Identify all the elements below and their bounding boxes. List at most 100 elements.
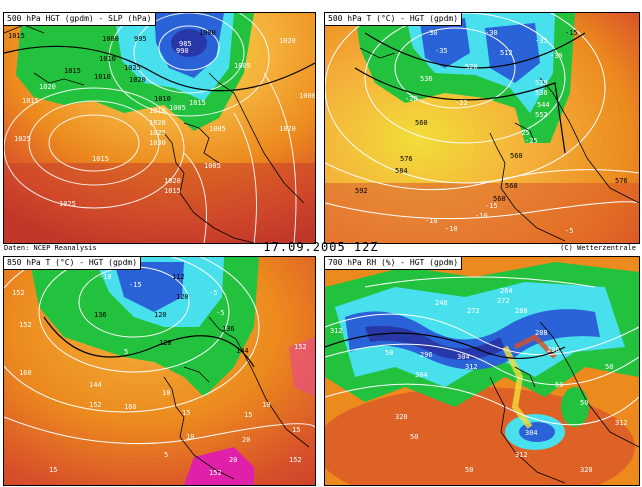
panel-t500: -30 -35 -30 -35 -30 -15 536 512 520 528 …: [324, 12, 640, 244]
t500-label: -35: [535, 37, 548, 45]
rh700-label: 50: [410, 433, 418, 441]
t500-label: -10: [425, 217, 438, 225]
coastlines: [163, 316, 310, 480]
t500-label: 536: [420, 75, 433, 83]
t850-label: 152: [294, 343, 307, 351]
t850-label: 144: [89, 381, 102, 389]
t500-map: -30 -35 -30 -35 -30 -15 536 512 520 528 …: [325, 13, 639, 243]
t850-label: 15: [182, 409, 190, 417]
t850-label: 15: [292, 426, 300, 434]
slp-label: 1015: [22, 97, 39, 105]
rh700-label: 50: [580, 399, 588, 407]
t850-label: 120: [154, 311, 167, 319]
t500-label: -15: [565, 29, 578, 37]
low-core: [171, 29, 207, 57]
slp-label: 1000: [102, 35, 119, 43]
rh700-label: 248: [435, 299, 448, 307]
rh700-label: 296: [547, 346, 560, 354]
slp-label: 1015: [92, 155, 109, 163]
t850-label: 20: [229, 456, 237, 464]
t500-label: -10: [445, 225, 458, 233]
t500-label: 576: [400, 155, 413, 163]
t850-label: 152: [209, 469, 222, 477]
warm-belt: [4, 163, 315, 243]
slp-label: 1005: [234, 62, 251, 70]
t500-label: 512: [500, 49, 513, 57]
slp-map: 1015 1000 995 985 1000 1010 1015 1020 10…: [4, 13, 315, 243]
t500-label: -35: [435, 47, 448, 55]
isohypse-bold: [325, 332, 566, 359]
t500-label: 576: [615, 177, 628, 185]
t500-label: -5: [565, 227, 573, 235]
slp-label: 1015: [64, 67, 81, 75]
t850-label: 5: [124, 348, 128, 356]
slp-label: 1000: [199, 29, 216, 37]
slp-label: 1015: [8, 32, 25, 40]
t500-label: 520: [465, 63, 478, 71]
warm-magenta: [184, 447, 254, 485]
t500-label: 584: [395, 167, 408, 175]
slp-label: 1025: [59, 200, 76, 208]
rh700-label: 264: [500, 287, 513, 295]
t850-label: 136: [94, 311, 107, 319]
slp-label: 1000: [299, 92, 315, 100]
height-lines: [4, 45, 315, 92]
t850-label: 152: [289, 456, 302, 464]
panel-title: 500 hPa T (°C) - HGT (gpdm): [325, 13, 463, 26]
cold-blue-2: [485, 23, 540, 83]
rh700-label: 312: [615, 419, 628, 427]
t850-label: 15: [49, 466, 57, 474]
isotherms: [43, 316, 255, 368]
slp-label: 985: [179, 40, 192, 48]
t850-label: -5: [216, 309, 224, 317]
t500-label: 560: [510, 152, 523, 160]
t500-label: 592: [355, 187, 368, 195]
isobars: [4, 13, 297, 243]
t850-label: 160: [124, 403, 137, 411]
t500-label: 560: [415, 119, 428, 127]
t850-label: 10: [162, 389, 170, 397]
rh700-label: 296: [420, 351, 433, 359]
t500-label: -15: [485, 202, 498, 210]
rh700-map: 248 264 272 272 280 288 296 304 312 312 …: [325, 257, 639, 485]
height-lines: [4, 257, 315, 445]
t500-label: -25: [525, 137, 538, 145]
rh700-label: 320: [395, 413, 408, 421]
slp-label: 1030: [149, 139, 166, 147]
t500-label: 544: [537, 101, 550, 109]
height-lines: [325, 13, 639, 220]
t850-label: 112: [172, 273, 185, 281]
coastlines: [489, 321, 639, 484]
rh700-label: 50: [385, 349, 393, 357]
rh700-label: 320: [580, 466, 593, 474]
valid-time: 17.09.2005 12Z: [263, 240, 379, 254]
slp-label: 1020: [39, 83, 56, 91]
moist-blue: [345, 309, 600, 370]
rh700-label: 312: [465, 363, 478, 371]
rh700-label: 304: [525, 429, 538, 437]
panel-title: 850 hPa T (°C) - HGT (gpdm): [4, 257, 142, 270]
t500-label: -30: [485, 29, 498, 37]
moist-dark: [365, 326, 505, 360]
data-source: Daten: NCEP Reanalysis: [4, 244, 97, 252]
slp-label: 1010: [149, 107, 166, 115]
rh700-label: 280: [515, 307, 528, 315]
t500-label: -20: [405, 95, 418, 103]
warm-pink: [289, 337, 315, 397]
cold-blue: [114, 262, 184, 312]
t850-label: 15: [244, 411, 252, 419]
t850-label: 10: [262, 401, 270, 409]
rh700-label: 288: [535, 329, 548, 337]
slp-label: 995: [134, 35, 147, 43]
panel-title: 500 hPa HGT (gpdm) - SLP (hPa): [4, 13, 156, 26]
t850-label: 160: [19, 369, 32, 377]
t500-label: 568: [505, 182, 518, 190]
t850-label: -10: [99, 273, 112, 281]
slp-label: 1020: [279, 125, 296, 133]
t850-label: 144: [236, 347, 249, 355]
slp-label: 1010: [99, 55, 116, 63]
slp-label: 1005: [169, 104, 186, 112]
rh700-label: 272: [497, 297, 510, 305]
rh700-label: 312: [515, 451, 528, 459]
t850-label: 10: [186, 433, 194, 441]
